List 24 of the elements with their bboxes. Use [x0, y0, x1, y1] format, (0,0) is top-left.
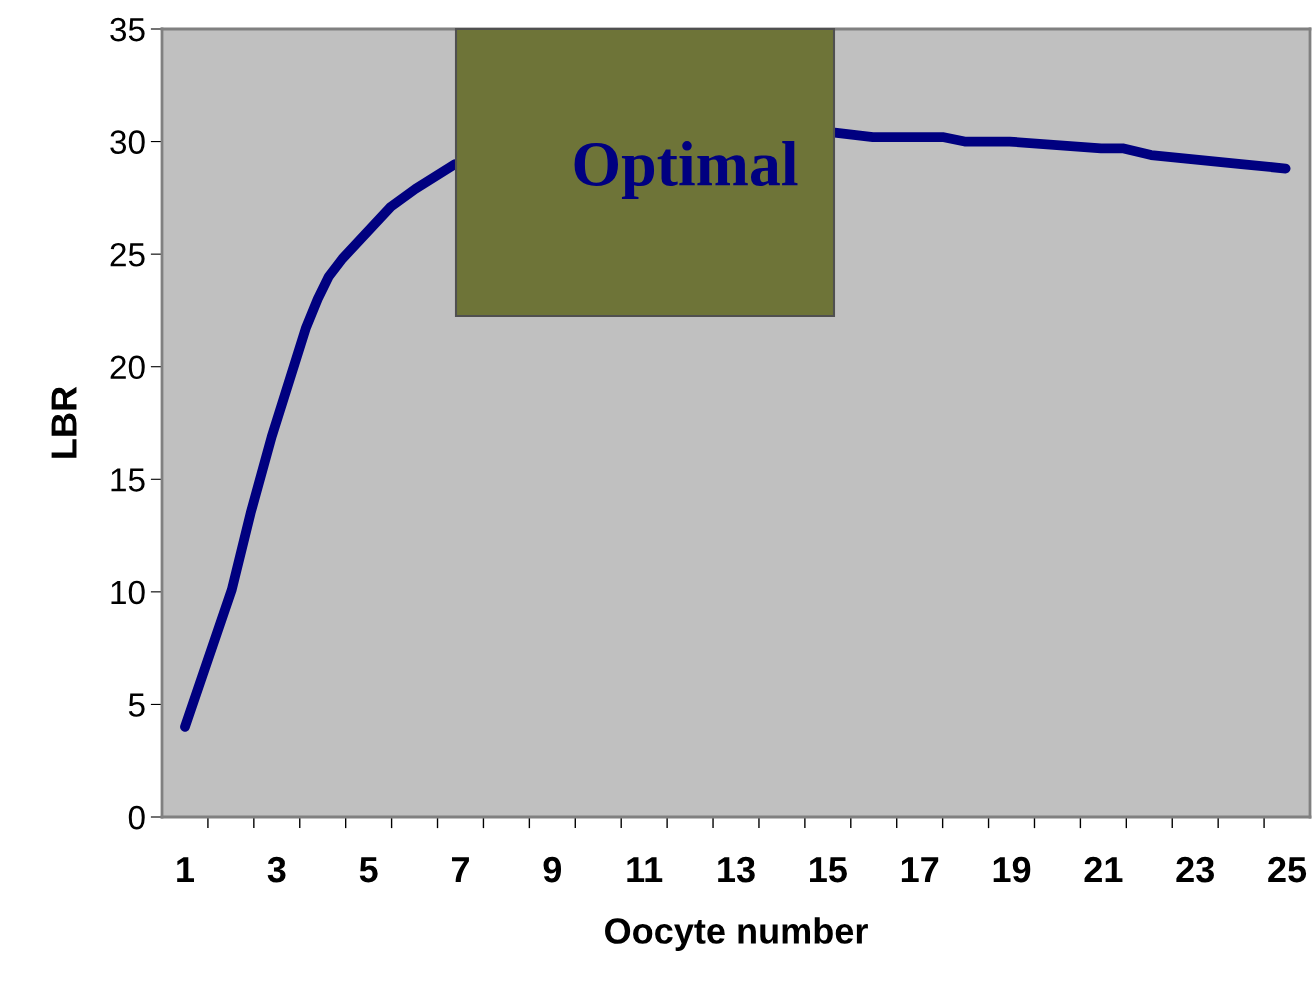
x-tick-label: 7 — [451, 857, 469, 883]
x-tick-label: 9 — [543, 856, 562, 883]
y-tick-label: 0 — [128, 805, 145, 830]
x-axis-title: Oocyte number — [605, 917, 868, 951]
x-tick-label: 15 — [810, 857, 847, 883]
y-tick-label: 20 — [110, 355, 145, 380]
x-tick-label: 19 — [993, 856, 1031, 883]
x-tick-label: 25 — [1268, 856, 1307, 883]
x-tick-label: 21 — [1084, 856, 1123, 883]
y-tick-label: 15 — [111, 468, 145, 492]
y-tick-label: 10 — [111, 580, 145, 605]
x-tick-label: 5 — [359, 857, 378, 883]
x-tick-label: 11 — [627, 857, 663, 883]
y-tick-label: 30 — [110, 130, 145, 154]
x-tick-label: 3 — [267, 856, 286, 883]
x-tick-label: 1 — [177, 857, 194, 883]
y-tick-label: 35 — [110, 17, 145, 42]
y-tick-label: 5 — [128, 693, 145, 717]
x-tick-label: 23 — [1176, 856, 1214, 883]
annotation: Optimal — [574, 141, 798, 199]
y-axis-title: LBR — [51, 386, 77, 458]
x-tick-label: 13 — [718, 856, 755, 883]
x-tick-label: 17 — [901, 857, 939, 883]
y-tick-label: 25 — [110, 242, 145, 267]
